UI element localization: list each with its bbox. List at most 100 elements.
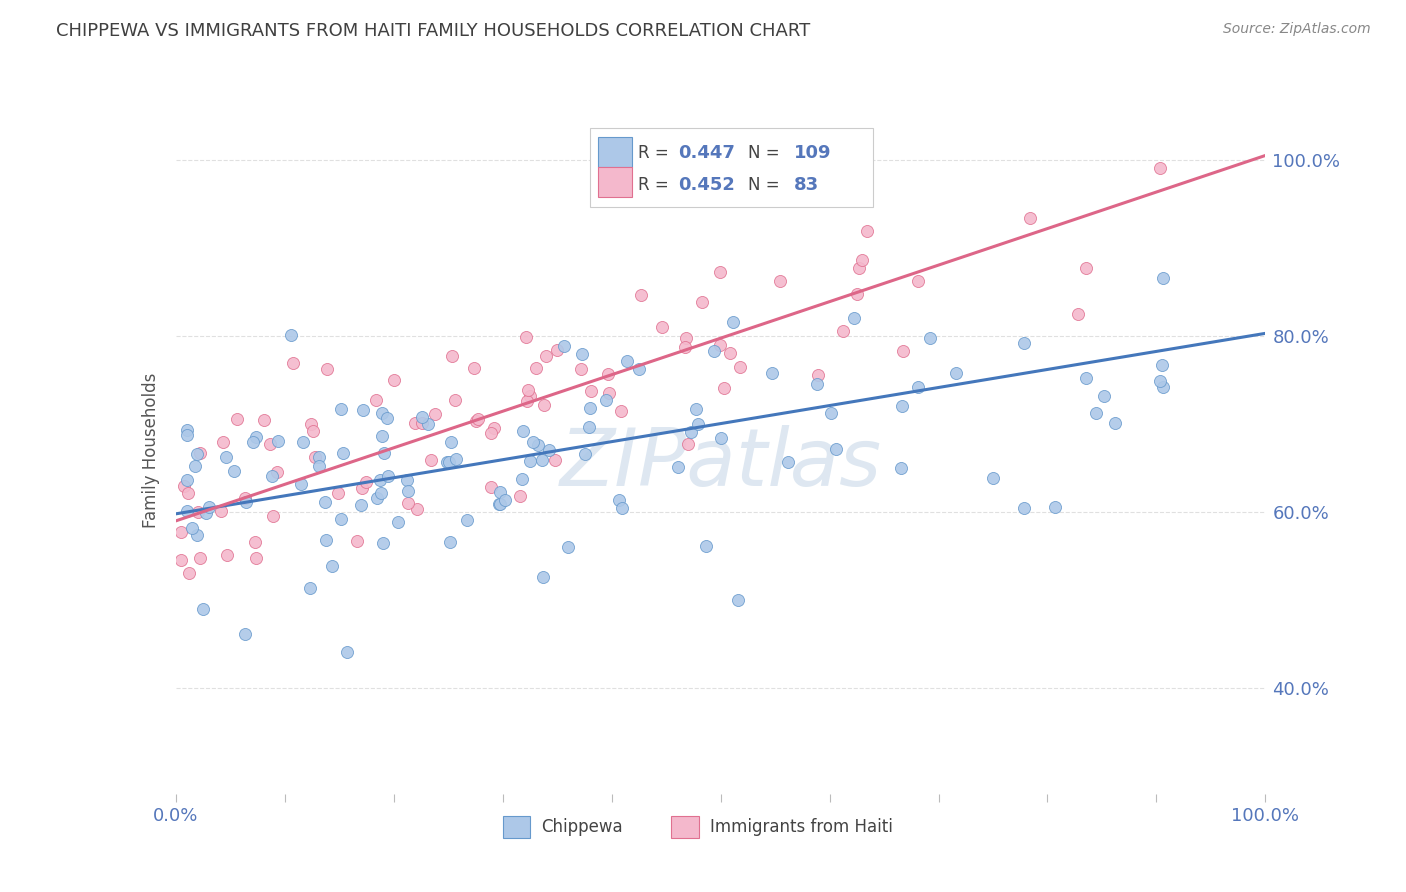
Point (607, 493, 630, 508)
Point (416, 417, 439, 431)
Point (494, 492, 516, 507)
Point (616, 354, 638, 368)
Point (387, 515, 409, 529)
Point (411, 416, 433, 430)
Point (245, 534, 267, 549)
Point (531, 452, 554, 467)
Point (170, 553, 193, 567)
Point (298, 581, 321, 595)
Point (352, 403, 374, 417)
Point (533, 398, 555, 412)
Point (291, 435, 314, 450)
Point (851, 253, 873, 268)
Point (377, 411, 399, 425)
Point (368, 473, 391, 487)
Point (245, 550, 267, 565)
Point (262, 509, 284, 524)
Point (534, 349, 557, 363)
Point (326, 485, 349, 500)
Point (440, 435, 463, 450)
Point (267, 434, 290, 448)
Point (526, 361, 548, 376)
Point (1092, 388, 1115, 402)
Point (456, 513, 478, 527)
Point (186, 528, 208, 542)
Text: CHIPPEWA VS IMMIGRANTS FROM HAITI FAMILY HOUSEHOLDS CORRELATION CHART: CHIPPEWA VS IMMIGRANTS FROM HAITI FAMILY… (56, 22, 810, 40)
Point (527, 438, 550, 452)
Point (610, 404, 633, 418)
Point (676, 437, 699, 451)
Point (519, 389, 541, 403)
Point (856, 224, 879, 238)
Point (441, 349, 464, 363)
Text: R =: R = (638, 144, 673, 162)
Point (436, 454, 458, 468)
Point (188, 551, 211, 566)
Point (709, 338, 731, 352)
Point (371, 406, 394, 420)
Point (517, 383, 540, 397)
Point (198, 500, 221, 515)
Point (346, 534, 368, 549)
Bar (599, 167, 633, 197)
Point (1149, 161, 1171, 176)
Point (579, 384, 602, 399)
Y-axis label: Family Households: Family Households (142, 373, 160, 528)
Point (728, 360, 751, 375)
Point (235, 495, 257, 509)
Point (439, 535, 461, 549)
Point (718, 346, 741, 360)
Text: Immigrants from Haiti: Immigrants from Haiti (710, 818, 893, 837)
Point (253, 412, 276, 426)
Point (314, 495, 336, 509)
Point (768, 274, 790, 288)
Text: N =: N = (748, 144, 780, 162)
Point (315, 533, 337, 547)
Point (891, 399, 914, 413)
Point (1149, 374, 1171, 388)
Point (411, 410, 433, 425)
Point (578, 419, 600, 434)
Point (181, 521, 204, 535)
Point (806, 377, 828, 392)
Bar (672, 816, 699, 838)
Point (266, 466, 288, 480)
Point (776, 455, 799, 469)
Point (350, 498, 373, 512)
Point (650, 320, 672, 334)
Point (522, 434, 544, 449)
Point (437, 455, 460, 469)
Point (308, 450, 330, 464)
Point (595, 392, 617, 407)
Point (727, 593, 749, 607)
Point (444, 452, 467, 467)
Point (463, 361, 485, 376)
Point (981, 471, 1004, 485)
Point (366, 491, 388, 505)
Point (1152, 379, 1174, 393)
Bar (503, 816, 530, 838)
Point (242, 434, 264, 449)
Point (1074, 260, 1097, 275)
Bar (599, 137, 633, 167)
Point (668, 460, 690, 475)
Point (710, 432, 733, 446)
Point (382, 373, 405, 387)
Point (690, 294, 713, 309)
Point (222, 464, 245, 478)
Point (193, 602, 215, 616)
Point (1066, 307, 1088, 321)
Point (225, 412, 247, 426)
Point (187, 505, 209, 519)
Point (330, 511, 353, 525)
Point (488, 498, 510, 512)
Point (364, 393, 387, 408)
Point (176, 504, 198, 518)
Point (598, 385, 620, 400)
Point (308, 458, 330, 473)
Point (538, 442, 561, 457)
Point (761, 366, 783, 380)
Point (1012, 501, 1035, 516)
Point (571, 347, 593, 361)
Point (404, 416, 426, 430)
